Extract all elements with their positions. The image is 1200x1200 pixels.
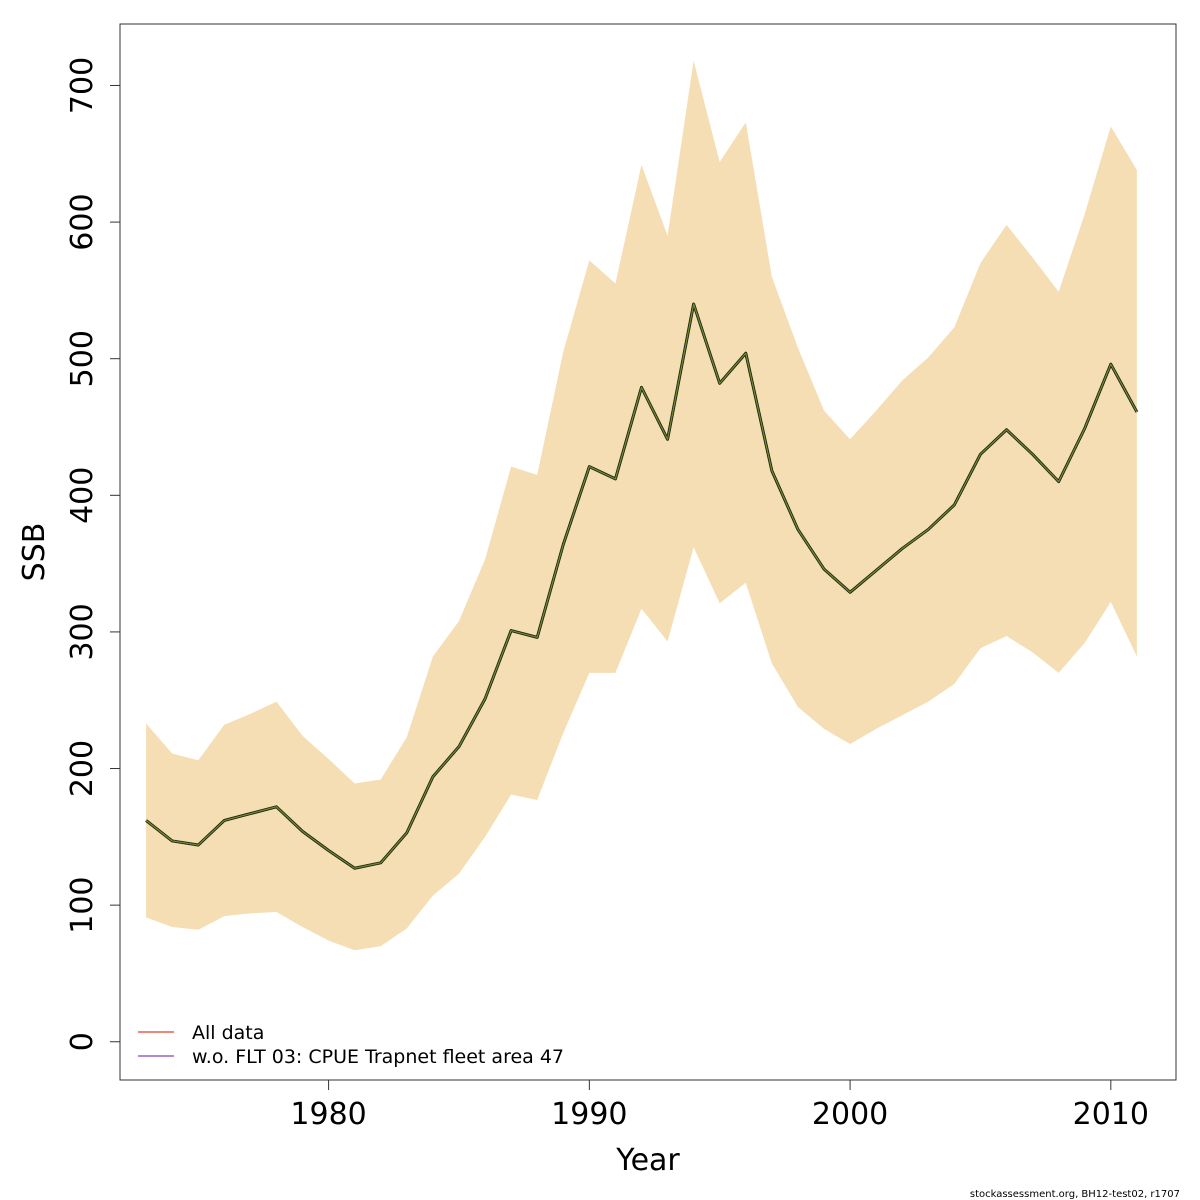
credit-text: stockassessment.org, BH12-test02, r1707 <box>970 1189 1180 1200</box>
legend-label-1: All data <box>192 1022 264 1044</box>
y-tick-label-400: 400 <box>65 467 100 524</box>
x-tick-label-1980: 1980 <box>290 1097 366 1132</box>
series-line-2 <box>145 303 1138 869</box>
legend-label-2: w.o. FLT 03: CPUE Trapnet fleet area 47 <box>192 1046 564 1068</box>
series-layer <box>145 302 1139 870</box>
x-tick-label-2000: 2000 <box>812 1097 888 1132</box>
y-tick-label-700: 700 <box>65 57 100 114</box>
y-tick-label-200: 200 <box>65 740 100 797</box>
x-axis-title: Year <box>615 1143 680 1178</box>
y-tick-label-0: 0 <box>65 1032 100 1051</box>
y-tick-label-100: 100 <box>65 877 100 934</box>
x-tick-label-2010: 2010 <box>1073 1097 1149 1132</box>
y-tick-label-600: 600 <box>65 193 100 250</box>
y-tick-label-300: 300 <box>65 603 100 660</box>
plot-frame <box>119 23 1177 1081</box>
y-tick-label-500: 500 <box>65 330 100 387</box>
y-axis-title: SSB <box>17 523 52 582</box>
x-axis: 1980 1990 2000 2010 <box>290 1080 1149 1132</box>
x-tick-label-1990: 1990 <box>551 1097 627 1132</box>
y-axis: 0 100 200 300 400 500 600 700 <box>65 57 120 1051</box>
confidence-band <box>146 60 1137 951</box>
confidence-band-layer <box>146 60 1137 951</box>
